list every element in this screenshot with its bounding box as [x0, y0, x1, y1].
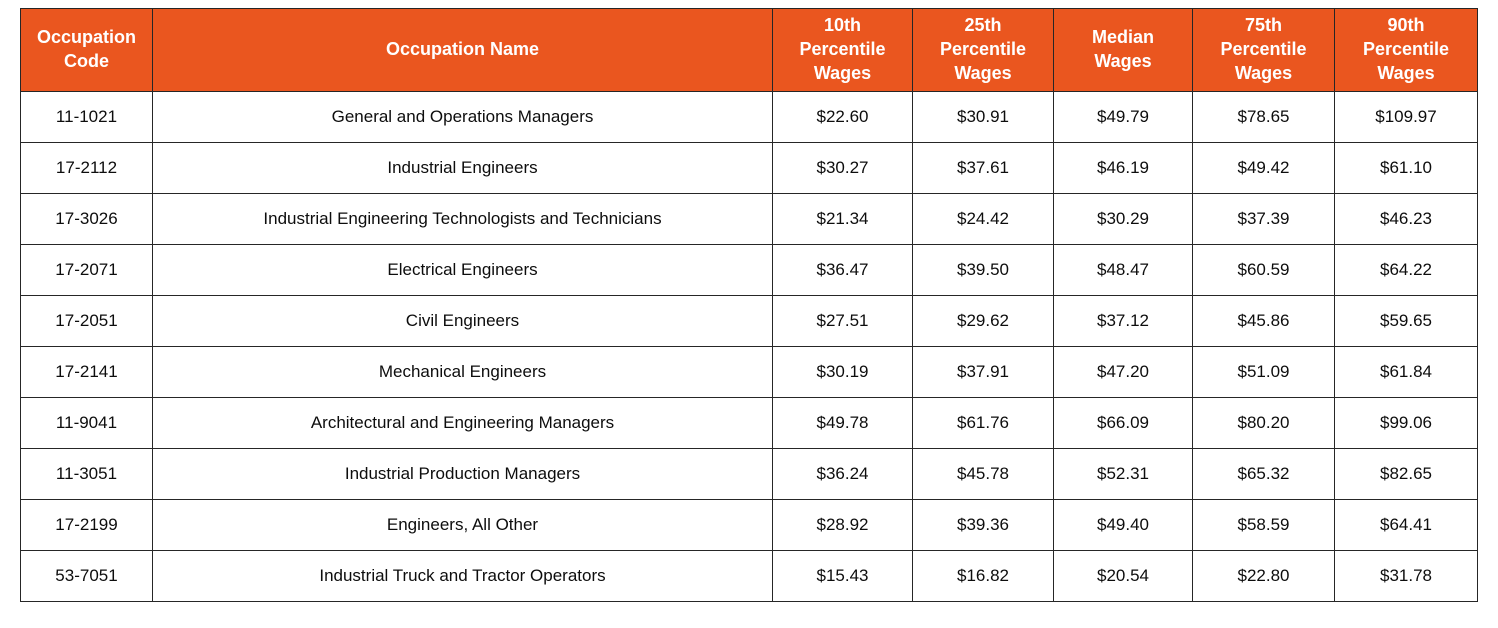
column-header-name: Occupation Name — [152, 8, 773, 92]
cell-p25: $45.78 — [912, 448, 1054, 500]
cell-p90: $99.06 — [1334, 397, 1478, 449]
cell-p90: $46.23 — [1334, 193, 1478, 245]
column-header-p10: 10th Percentile Wages — [772, 8, 913, 92]
column-header-median: Median Wages — [1053, 8, 1193, 92]
cell-p10: $21.34 — [772, 193, 913, 245]
table-row: 17-2071 Electrical Engineers $36.47 $39.50 $… — [20, 244, 1478, 296]
cell-median: $48.47 — [1053, 244, 1193, 296]
cell-p75: $60.59 — [1192, 244, 1335, 296]
table-row: 17-2112 Industrial Engineers $30.27 $37.61 $… — [20, 142, 1478, 194]
column-header-p90: 90th Percentile Wages — [1334, 8, 1478, 92]
cell-median: $52.31 — [1053, 448, 1193, 500]
cell-p25: $61.76 — [912, 397, 1054, 449]
cell-median: $49.79 — [1053, 91, 1193, 143]
cell-p25: $37.91 — [912, 346, 1054, 398]
cell-p90: $61.84 — [1334, 346, 1478, 398]
table-body: 11-1021 General and Operations Managers $2… — [20, 91, 1478, 602]
cell-p90: $59.65 — [1334, 295, 1478, 347]
cell-p25: $24.42 — [912, 193, 1054, 245]
cell-name: Electrical Engineers — [152, 244, 773, 296]
cell-p25: $39.50 — [912, 244, 1054, 296]
cell-p25: $16.82 — [912, 550, 1054, 602]
cell-code: 17-2071 — [20, 244, 153, 296]
cell-p10: $22.60 — [772, 91, 913, 143]
cell-name: Architectural and Engineering Managers — [152, 397, 773, 449]
cell-code: 17-2112 — [20, 142, 153, 194]
cell-name: Industrial Engineers — [152, 142, 773, 194]
table-row: 53-7051 Industrial Truck and Tractor Oper… — [20, 550, 1478, 602]
table-row: 17-2199 Engineers, All Other $28.92 $39.36 $… — [20, 499, 1478, 551]
cell-p25: $29.62 — [912, 295, 1054, 347]
table-row: 17-2051 Civil Engineers $27.51 $29.62 $37.12… — [20, 295, 1478, 347]
cell-p75: $37.39 — [1192, 193, 1335, 245]
cell-p25: $37.61 — [912, 142, 1054, 194]
cell-code: 11-3051 — [20, 448, 153, 500]
cell-p75: $58.59 — [1192, 499, 1335, 551]
cell-code: 17-2141 — [20, 346, 153, 398]
cell-code: 11-9041 — [20, 397, 153, 449]
cell-p75: $22.80 — [1192, 550, 1335, 602]
cell-median: $37.12 — [1053, 295, 1193, 347]
cell-median: $46.19 — [1053, 142, 1193, 194]
cell-p10: $27.51 — [772, 295, 913, 347]
cell-median: $66.09 — [1053, 397, 1193, 449]
cell-p90: $31.78 — [1334, 550, 1478, 602]
cell-p10: $28.92 — [772, 499, 913, 551]
table-row: 11-1021 General and Operations Managers $2… — [20, 91, 1478, 143]
cell-p90: $109.97 — [1334, 91, 1478, 143]
header-row: Occupation Code Occupation Name 10th Perce… — [20, 8, 1478, 92]
cell-median: $20.54 — [1053, 550, 1193, 602]
cell-p90: $61.10 — [1334, 142, 1478, 194]
cell-p75: $45.86 — [1192, 295, 1335, 347]
cell-p90: $82.65 — [1334, 448, 1478, 500]
cell-p75: $78.65 — [1192, 91, 1335, 143]
cell-p90: $64.22 — [1334, 244, 1478, 296]
cell-p90: $64.41 — [1334, 499, 1478, 551]
cell-code: 11-1021 — [20, 91, 153, 143]
cell-p25: $39.36 — [912, 499, 1054, 551]
cell-p10: $49.78 — [772, 397, 913, 449]
cell-p75: $65.32 — [1192, 448, 1335, 500]
cell-p75: $51.09 — [1192, 346, 1335, 398]
table-row: 17-3026 Industrial Engineering Technologi… — [20, 193, 1478, 245]
cell-code: 17-2199 — [20, 499, 153, 551]
cell-name: Engineers, All Other — [152, 499, 773, 551]
cell-median: $49.40 — [1053, 499, 1193, 551]
cell-p75: $80.20 — [1192, 397, 1335, 449]
table-row: 17-2141 Mechanical Engineers $30.19 $37.91 $… — [20, 346, 1478, 398]
cell-p25: $30.91 — [912, 91, 1054, 143]
column-header-p25: 25th Percentile Wages — [912, 8, 1054, 92]
cell-name: Civil Engineers — [152, 295, 773, 347]
cell-p75: $49.42 — [1192, 142, 1335, 194]
cell-p10: $30.27 — [772, 142, 913, 194]
cell-median: $30.29 — [1053, 193, 1193, 245]
table-row: 11-9041 Architectural and Engineering Man… — [20, 397, 1478, 449]
cell-code: 17-3026 — [20, 193, 153, 245]
cell-median: $47.20 — [1053, 346, 1193, 398]
table-row: 11-3051 Industrial Production Managers $36… — [20, 448, 1478, 500]
cell-name: Industrial Truck and Tractor Operators — [152, 550, 773, 602]
cell-p10: $36.24 — [772, 448, 913, 500]
column-header-p75: 75th Percentile Wages — [1192, 8, 1335, 92]
cell-p10: $15.43 — [772, 550, 913, 602]
cell-p10: $30.19 — [772, 346, 913, 398]
cell-name: Industrial Production Managers — [152, 448, 773, 500]
cell-name: General and Operations Managers — [152, 91, 773, 143]
cell-code: 17-2051 — [20, 295, 153, 347]
cell-p10: $36.47 — [772, 244, 913, 296]
column-header-code: Occupation Code — [20, 8, 153, 92]
cell-code: 53-7051 — [20, 550, 153, 602]
cell-name: Industrial Engineering Technologists and… — [152, 193, 773, 245]
cell-name: Mechanical Engineers — [152, 346, 773, 398]
occupation-wages-table: Occupation Code Occupation Name 10th Perce… — [20, 8, 1478, 602]
